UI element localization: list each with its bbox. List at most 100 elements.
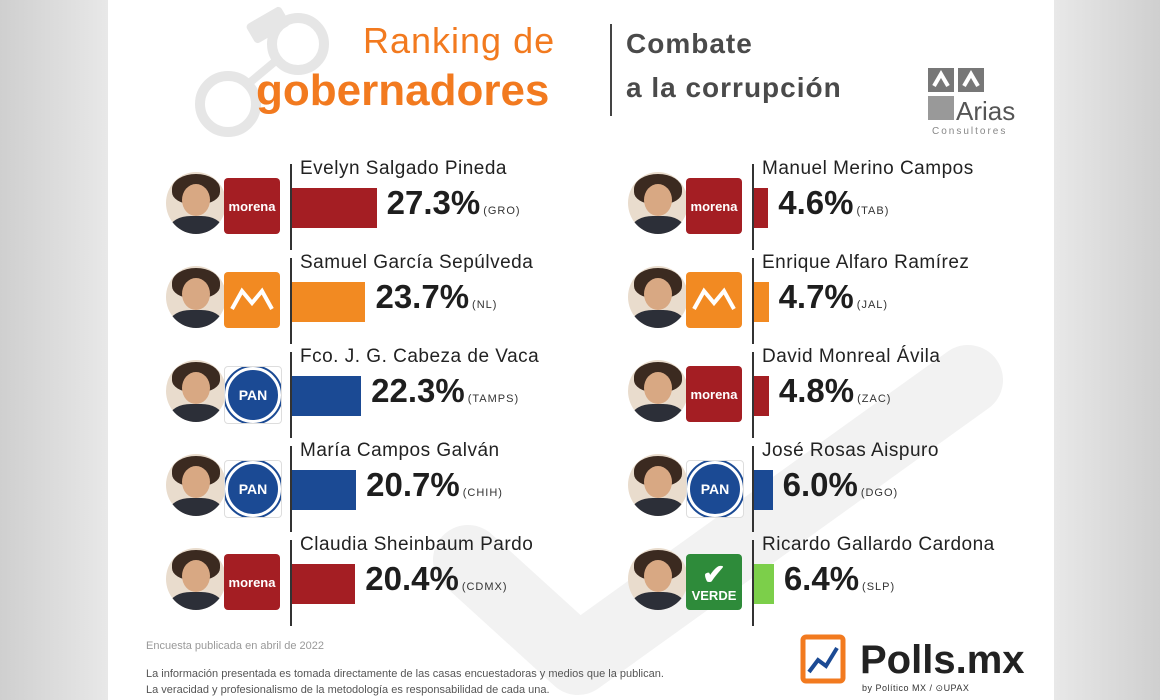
state-label: (CDMX) (461, 581, 508, 593)
arias-brand-subtitle: Consultores (932, 126, 1008, 137)
party-logo-morena-icon: morena (224, 554, 280, 610)
governor-name: Ricardo Gallardo Cardona (762, 534, 995, 555)
data-label: 6.4% (SLP) (784, 560, 895, 598)
state-label: (ZAC) (857, 393, 892, 405)
ranking-row: morena Manuel Merino Campos 4.6% (TAB) (628, 158, 1048, 252)
data-label: 4.8% (ZAC) (779, 372, 892, 410)
bar (754, 282, 769, 322)
footer-disclaimer-1: La información presentada es tomada dire… (146, 668, 664, 680)
ranking-row: PAN José Rosas Aispuro 6.0% (DGO) (628, 440, 1048, 534)
polls-logo-icon (800, 634, 846, 684)
value-label: 23.7% (375, 278, 470, 315)
value-label: 4.7% (778, 278, 854, 315)
arias-logo-icon (928, 68, 984, 120)
title-divider (610, 24, 612, 116)
bar (754, 470, 773, 510)
value-label: 22.3% (371, 372, 465, 409)
governor-name: Fco. J. G. Cabeza de Vaca (300, 346, 540, 367)
state-label: (SLP) (862, 581, 896, 593)
survey-date: Encuesta publicada en abril de 2022 (146, 640, 324, 652)
value-label: 4.6% (778, 184, 854, 221)
ranking-row: morena Evelyn Salgado Pineda 27.3% (GRO) (166, 158, 586, 252)
infographic-card: Ranking de gobernadores Combate a la cor… (108, 0, 1054, 700)
governor-photo (628, 172, 688, 234)
title-line-2: gobernadores (256, 66, 550, 115)
bar (292, 564, 356, 604)
handcuffs-icon (195, 6, 329, 137)
data-label: 23.7% (NL) (375, 278, 497, 316)
data-label: 20.4% (CDMX) (365, 560, 507, 598)
state-label: (CHIH) (462, 487, 503, 499)
ranking-row: morena David Monreal Ávila 4.8% (ZAC) (628, 346, 1048, 440)
axis-line (290, 164, 292, 250)
value-label: 4.8% (778, 372, 855, 409)
party-logo-mc-icon (686, 272, 742, 328)
polls-brand-subtitle: by Político MX / ⊙UPAX (862, 683, 970, 693)
bar (754, 188, 769, 228)
data-label: 20.7% (CHIH) (366, 466, 503, 504)
ranking-row: morena Claudia Sheinbaum Pardo 20.4% (CDMX) (166, 534, 586, 628)
ranking-row: Samuel García Sepúlveda 23.7% (NL) (166, 252, 586, 346)
bar (754, 564, 774, 604)
party-logo-mc-icon (224, 272, 280, 328)
party-logo-pan-icon: PAN (224, 366, 282, 424)
governor-name: Enrique Alfaro Ramírez (762, 252, 970, 273)
state-label: (JAL) (856, 299, 889, 311)
governor-name: Evelyn Salgado Pineda (300, 158, 507, 179)
state-label: (TAB) (856, 205, 890, 217)
value-label: 27.3% (386, 184, 481, 221)
governor-name: María Campos Galván (300, 440, 500, 461)
governor-photo (166, 454, 226, 516)
value-label: 20.7% (366, 466, 460, 503)
bar (292, 470, 357, 510)
data-label: 4.7% (JAL) (779, 278, 889, 316)
governor-photo (166, 360, 226, 422)
background-right (1054, 0, 1160, 700)
party-logo-morena-icon: morena (686, 178, 742, 234)
ranking-row: ✔ VERDE Ricardo Gallardo Cardona 6.4% (SLP) (628, 534, 1048, 628)
governor-photo (628, 548, 688, 610)
governor-photo (166, 548, 226, 610)
state-label: (DGO) (860, 487, 899, 499)
axis-line (752, 352, 754, 438)
value-label: 20.4% (365, 560, 459, 597)
axis-line (290, 446, 292, 532)
axis-line (752, 258, 754, 344)
state-label: (GRO) (483, 205, 521, 217)
axis-line (290, 352, 292, 438)
data-label: 6.0% (DGO) (783, 466, 899, 504)
governor-name: Manuel Merino Campos (762, 158, 974, 179)
axis-line (290, 540, 292, 626)
party-logo-pan-icon: PAN (224, 460, 282, 518)
ranking-row: PAN Fco. J. G. Cabeza de Vaca 22.3% (TAMPS) (166, 346, 586, 440)
governor-name: José Rosas Aispuro (762, 440, 939, 461)
background-left (0, 0, 108, 700)
party-logo-pan-icon: PAN (686, 460, 744, 518)
party-logo-morena-icon: morena (686, 366, 742, 422)
governor-photo (628, 454, 688, 516)
state-label: (NL) (472, 299, 498, 311)
ranking-row: Enrique Alfaro Ramírez 4.7% (JAL) (628, 252, 1048, 346)
ranking-row: PAN María Campos Galván 20.7% (CHIH) (166, 440, 586, 534)
bar (292, 376, 362, 416)
value-label: 6.4% (783, 560, 860, 597)
polls-brand-name: Polls.mx (860, 638, 1025, 682)
governor-name: David Monreal Ávila (762, 346, 941, 367)
governor-name: Claudia Sheinbaum Pardo (300, 534, 534, 555)
governor-photo (628, 266, 688, 328)
party-logo-morena-icon: morena (224, 178, 280, 234)
state-label: (TAMPS) (467, 393, 520, 405)
bar (754, 376, 769, 416)
party-logo-verde-icon: ✔ VERDE (686, 554, 742, 610)
axis-line (290, 258, 292, 344)
subtitle-line-2: a la corrupción (626, 72, 842, 103)
watermark-check-icon (433, 345, 1003, 695)
footer-disclaimer-2: La veracidad y profesionalismo de la met… (146, 684, 550, 696)
value-label: 6.0% (782, 466, 858, 503)
axis-line (752, 164, 754, 250)
governor-photo (166, 266, 226, 328)
subtitle-line-1: Combate (626, 28, 753, 59)
governor-photo (166, 172, 226, 234)
arias-brand-name: Arias (956, 96, 1016, 126)
title-line-1: Ranking de (363, 20, 556, 61)
